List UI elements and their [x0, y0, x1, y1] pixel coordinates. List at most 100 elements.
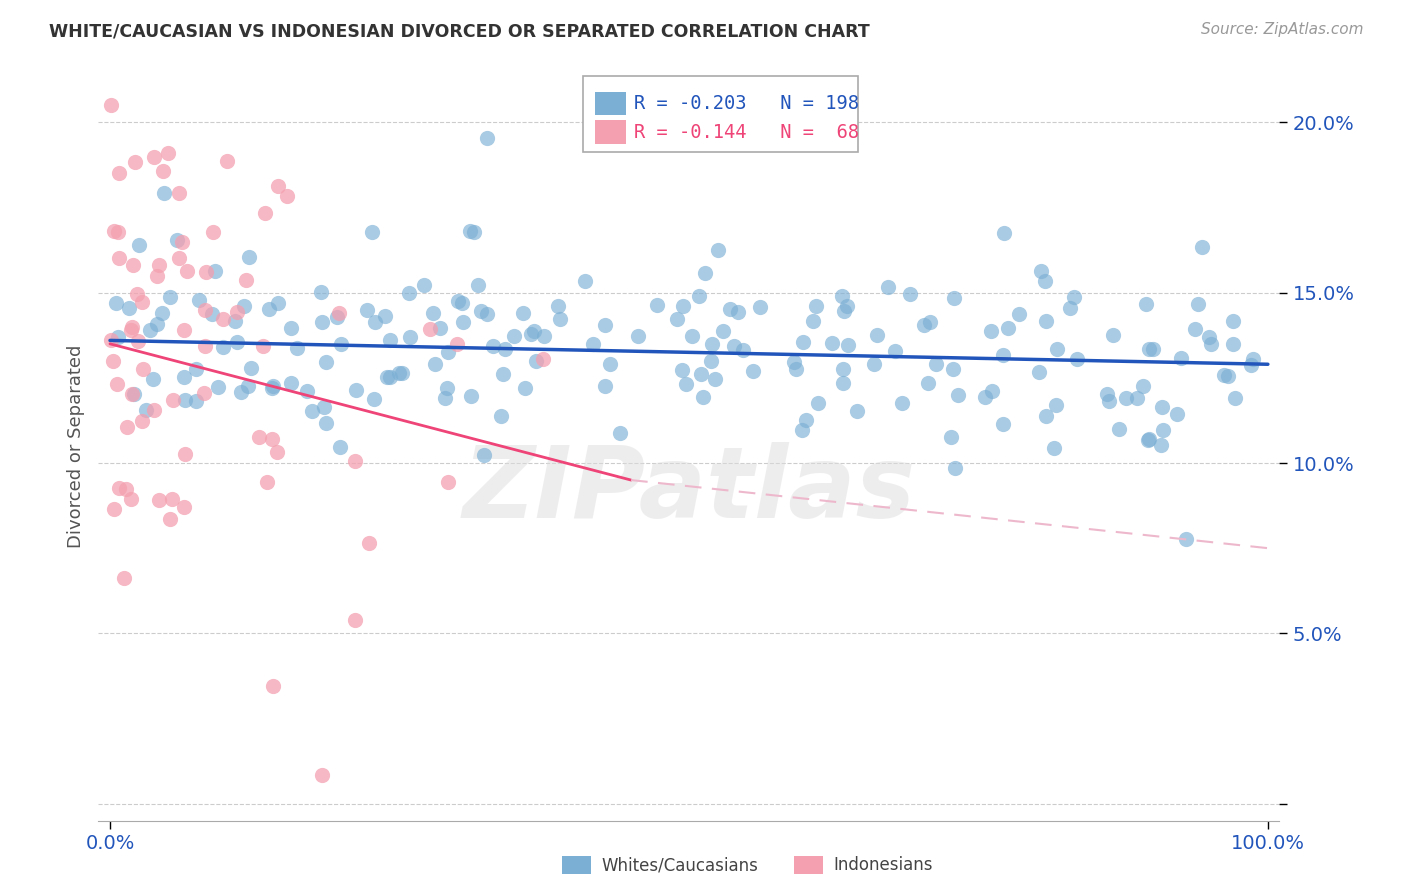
Point	[980, 324, 1002, 338]
Point	[343, 613, 366, 627]
Point	[846, 403, 869, 417]
Point	[513, 381, 536, 395]
Point	[437, 475, 460, 489]
Point	[201, 308, 224, 322]
Point	[1198, 330, 1220, 344]
Point	[160, 491, 183, 506]
Point	[364, 315, 387, 329]
Point	[997, 321, 1019, 335]
Point	[120, 492, 142, 507]
Point	[184, 393, 207, 408]
Point	[359, 535, 381, 549]
Point	[943, 292, 966, 306]
Point	[690, 367, 713, 381]
Point	[166, 233, 188, 247]
Point	[832, 376, 855, 391]
Point	[512, 306, 534, 320]
Point	[1150, 438, 1173, 452]
Point	[108, 481, 131, 495]
Point	[645, 298, 668, 312]
Point	[1240, 358, 1263, 372]
Point	[1029, 263, 1052, 277]
Point	[266, 445, 288, 459]
Point	[727, 305, 749, 319]
Point	[121, 319, 143, 334]
Point	[226, 335, 249, 350]
Point	[267, 179, 290, 194]
Point	[107, 330, 129, 344]
Point	[582, 337, 605, 351]
Point	[491, 367, 513, 381]
Point	[309, 285, 332, 300]
Point	[125, 287, 148, 301]
Point	[280, 321, 302, 335]
Point	[297, 384, 319, 399]
Point	[741, 364, 763, 378]
Point	[939, 430, 962, 444]
Point	[489, 409, 512, 423]
Point	[100, 98, 122, 112]
Point	[503, 329, 526, 343]
Point	[446, 337, 468, 351]
Point	[188, 293, 211, 307]
Point	[835, 299, 858, 313]
Point	[912, 318, 935, 332]
Point	[436, 381, 458, 395]
Point	[548, 311, 571, 326]
Point	[107, 225, 129, 239]
Point	[692, 390, 714, 404]
Point	[267, 296, 290, 310]
Point	[361, 225, 384, 239]
Point	[280, 376, 302, 390]
Point	[470, 304, 492, 318]
Point	[235, 273, 257, 287]
Point	[157, 145, 180, 160]
Point	[148, 493, 170, 508]
Point	[980, 384, 1002, 398]
Point	[425, 357, 447, 371]
Point	[343, 454, 366, 468]
Point	[194, 302, 217, 317]
Point	[238, 250, 260, 264]
Point	[145, 269, 167, 284]
Point	[329, 440, 352, 454]
Point	[832, 303, 855, 318]
Point	[1213, 368, 1236, 382]
Point	[475, 131, 498, 145]
Point	[429, 320, 451, 334]
Point	[173, 446, 195, 460]
Point	[792, 423, 814, 437]
Point	[115, 483, 138, 497]
Point	[434, 391, 457, 405]
Point	[1126, 391, 1149, 405]
Point	[101, 354, 124, 368]
Text: Indonesians: Indonesians	[834, 856, 934, 874]
Point	[706, 243, 728, 257]
Point	[398, 286, 420, 301]
Point	[593, 379, 616, 393]
Point	[419, 322, 441, 336]
Point	[252, 339, 274, 353]
Point	[212, 340, 235, 354]
Point	[103, 501, 125, 516]
Point	[1035, 409, 1057, 423]
Point	[593, 318, 616, 333]
Point	[260, 433, 283, 447]
Point	[1142, 342, 1164, 356]
Point	[173, 323, 195, 337]
Point	[1046, 342, 1069, 356]
Point	[1241, 352, 1264, 367]
Point	[202, 225, 225, 239]
Text: R = -0.203   N = 198: R = -0.203 N = 198	[634, 94, 859, 113]
Point	[475, 307, 498, 321]
Point	[256, 475, 278, 490]
Point	[142, 150, 165, 164]
Point	[702, 337, 724, 351]
Point	[877, 280, 900, 294]
Point	[547, 300, 569, 314]
Point	[103, 224, 125, 238]
Point	[723, 339, 745, 353]
Point	[105, 296, 128, 310]
Point	[533, 328, 555, 343]
Point	[946, 388, 969, 402]
